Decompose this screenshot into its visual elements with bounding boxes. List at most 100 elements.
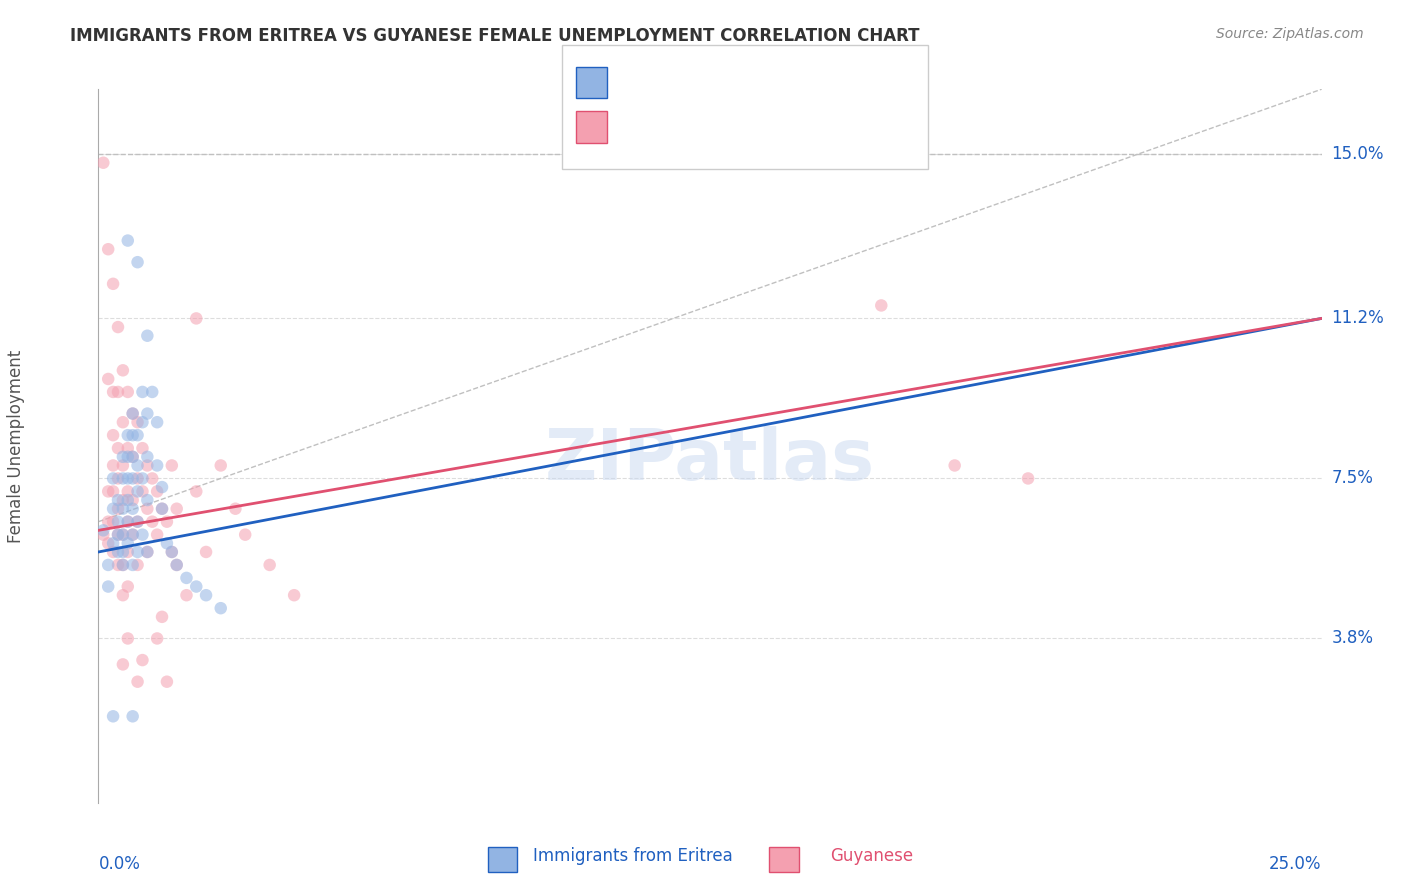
Immigrants from Eritrea xyxy=(209,601,232,615)
Guyanese xyxy=(101,458,124,473)
Immigrants from Eritrea xyxy=(136,407,159,421)
Immigrants from Eritrea xyxy=(121,428,143,442)
Immigrants from Eritrea xyxy=(131,415,153,429)
Immigrants from Eritrea xyxy=(111,471,134,485)
Immigrants from Eritrea xyxy=(127,515,149,529)
Immigrants from Eritrea xyxy=(136,450,159,464)
Guyanese xyxy=(101,277,124,291)
Text: Source: ZipAtlas.com: Source: ZipAtlas.com xyxy=(1216,27,1364,41)
Immigrants from Eritrea xyxy=(97,558,120,572)
Guyanese xyxy=(146,527,169,541)
Guyanese xyxy=(131,653,153,667)
Immigrants from Eritrea xyxy=(101,709,124,723)
Text: ZIPatlas: ZIPatlas xyxy=(546,425,875,495)
Immigrants from Eritrea xyxy=(127,484,149,499)
Immigrants from Eritrea xyxy=(97,580,120,594)
Immigrants from Eritrea xyxy=(117,471,139,485)
Immigrants from Eritrea xyxy=(136,493,159,508)
Immigrants from Eritrea xyxy=(195,588,218,602)
Guyanese xyxy=(111,363,134,377)
Immigrants from Eritrea xyxy=(121,407,143,421)
Guyanese xyxy=(111,527,134,541)
Immigrants from Eritrea xyxy=(146,458,169,473)
Immigrants from Eritrea xyxy=(136,545,159,559)
Immigrants from Eritrea xyxy=(176,571,198,585)
Immigrants from Eritrea xyxy=(186,580,208,594)
Immigrants from Eritrea xyxy=(166,558,188,572)
Text: Guyanese: Guyanese xyxy=(830,847,914,865)
Guyanese xyxy=(117,484,139,499)
Immigrants from Eritrea xyxy=(136,328,159,343)
Guyanese xyxy=(111,657,134,672)
Immigrants from Eritrea xyxy=(121,450,143,464)
Immigrants from Eritrea xyxy=(131,471,153,485)
Guyanese xyxy=(111,588,134,602)
Immigrants from Eritrea xyxy=(117,536,139,550)
Text: IMMIGRANTS FROM ERITREA VS GUYANESE FEMALE UNEMPLOYMENT CORRELATION CHART: IMMIGRANTS FROM ERITREA VS GUYANESE FEMA… xyxy=(70,27,920,45)
Immigrants from Eritrea xyxy=(121,558,143,572)
Guyanese xyxy=(233,527,256,541)
Guyanese xyxy=(127,558,149,572)
Guyanese xyxy=(131,441,153,455)
Guyanese xyxy=(259,558,281,572)
Guyanese xyxy=(166,501,188,516)
Guyanese xyxy=(117,384,139,399)
Immigrants from Eritrea xyxy=(107,545,129,559)
Guyanese xyxy=(117,580,139,594)
Guyanese xyxy=(176,588,198,602)
Guyanese xyxy=(117,632,139,646)
Guyanese xyxy=(107,558,129,572)
Guyanese xyxy=(146,632,169,646)
Guyanese xyxy=(224,501,246,516)
Immigrants from Eritrea xyxy=(146,415,169,429)
Text: 25.0%: 25.0% xyxy=(1270,855,1322,872)
Guyanese xyxy=(150,501,173,516)
Immigrants from Eritrea xyxy=(101,501,124,516)
Immigrants from Eritrea xyxy=(160,545,183,559)
Guyanese xyxy=(101,428,124,442)
Guyanese xyxy=(111,415,134,429)
Guyanese xyxy=(107,527,129,541)
Guyanese xyxy=(107,471,129,485)
Text: 11.2%: 11.2% xyxy=(1331,310,1384,327)
Immigrants from Eritrea xyxy=(117,234,139,248)
Guyanese xyxy=(121,407,143,421)
Guyanese xyxy=(195,545,218,559)
Immigrants from Eritrea xyxy=(111,450,134,464)
Immigrants from Eritrea xyxy=(101,536,124,550)
Immigrants from Eritrea xyxy=(117,450,139,464)
Guyanese xyxy=(117,515,139,529)
Guyanese xyxy=(1017,471,1039,485)
Immigrants from Eritrea xyxy=(131,527,153,541)
Immigrants from Eritrea xyxy=(91,524,114,538)
Guyanese xyxy=(121,450,143,464)
Guyanese xyxy=(166,558,188,572)
Guyanese xyxy=(209,458,232,473)
Guyanese xyxy=(117,545,139,559)
Guyanese xyxy=(127,415,149,429)
Immigrants from Eritrea xyxy=(111,501,134,516)
Guyanese xyxy=(101,545,124,559)
Immigrants from Eritrea xyxy=(107,515,129,529)
Guyanese xyxy=(101,515,124,529)
Immigrants from Eritrea xyxy=(127,458,149,473)
Guyanese xyxy=(283,588,305,602)
Immigrants from Eritrea xyxy=(127,428,149,442)
Guyanese xyxy=(111,493,134,508)
Guyanese xyxy=(156,674,179,689)
Guyanese xyxy=(97,372,120,386)
Guyanese xyxy=(136,458,159,473)
Guyanese xyxy=(97,536,120,550)
Text: R = 0.298   N = 77: R = 0.298 N = 77 xyxy=(605,116,762,134)
Guyanese xyxy=(97,515,120,529)
Guyanese xyxy=(150,610,173,624)
Guyanese xyxy=(136,501,159,516)
Guyanese xyxy=(943,458,966,473)
Immigrants from Eritrea xyxy=(121,501,143,516)
Guyanese xyxy=(117,441,139,455)
Guyanese xyxy=(101,484,124,499)
Text: Immigrants from Eritrea: Immigrants from Eritrea xyxy=(533,847,733,865)
Text: 0.0%: 0.0% xyxy=(98,855,141,872)
Guyanese xyxy=(111,558,134,572)
Text: 7.5%: 7.5% xyxy=(1331,469,1374,487)
